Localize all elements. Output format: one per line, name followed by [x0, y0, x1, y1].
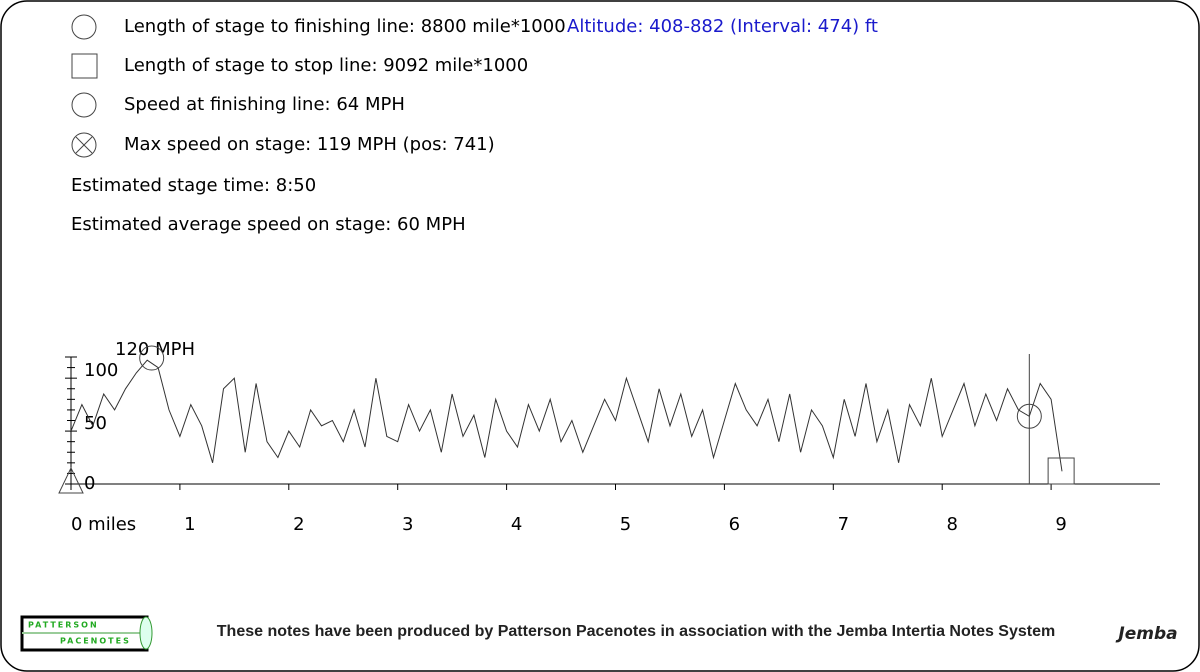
x-tick-label: 4	[511, 514, 522, 535]
x-tick-label: 8	[946, 514, 957, 535]
info-text: Estimated average speed on stage: 60 MPH	[71, 214, 466, 235]
x-tick-label: 3	[402, 514, 413, 535]
y-tick-label: 100	[84, 360, 118, 381]
x-tick-label: 7	[838, 514, 849, 535]
y-tick-label: 0	[84, 473, 95, 494]
finish-speed-marker	[1016, 403, 1042, 429]
x-tick-label: 2	[293, 514, 304, 535]
legend-text: Speed at finishing line: 64 MPH	[124, 94, 405, 115]
legend-icon	[71, 92, 97, 118]
x-tick-label: 9	[1055, 514, 1066, 535]
x-tick-label: 1	[184, 514, 195, 535]
annotation-bg	[565, 12, 915, 42]
x-tick-label: 6	[729, 514, 740, 535]
logo-text: PATTERSON	[28, 621, 99, 630]
legend-text: Max speed on stage: 119 MPH (pos: 741)	[124, 134, 495, 155]
legend-icon	[71, 132, 97, 158]
footer-text: These notes have been produced by Patter…	[217, 623, 1055, 640]
x-tick-label: 0 miles	[71, 514, 136, 535]
legend-icon	[71, 14, 97, 40]
annotation: Altitude: 408-882 (Interval: 474) ft	[567, 16, 878, 37]
legend-icon	[71, 53, 98, 79]
legend-text: Length of stage to stop line: 9092 mile*…	[124, 55, 528, 76]
max-speed-marker	[139, 345, 165, 371]
stop-marker	[1047, 457, 1075, 485]
x-tick-label: 5	[620, 514, 631, 535]
start-marker	[58, 466, 84, 494]
logo: PATTERSON PACENOTES	[20, 615, 153, 652]
y-tick-label: 50	[84, 413, 107, 434]
info-text: Estimated stage time: 8:50	[71, 175, 316, 196]
legend-text: Length of stage to finishing line: 8800 …	[124, 16, 566, 37]
y-tick-label: 120 MPH	[115, 339, 195, 360]
brand: Jemba	[1115, 624, 1177, 644]
speed-line	[70, 359, 1063, 472]
logo-text: PACENOTES	[60, 637, 131, 646]
